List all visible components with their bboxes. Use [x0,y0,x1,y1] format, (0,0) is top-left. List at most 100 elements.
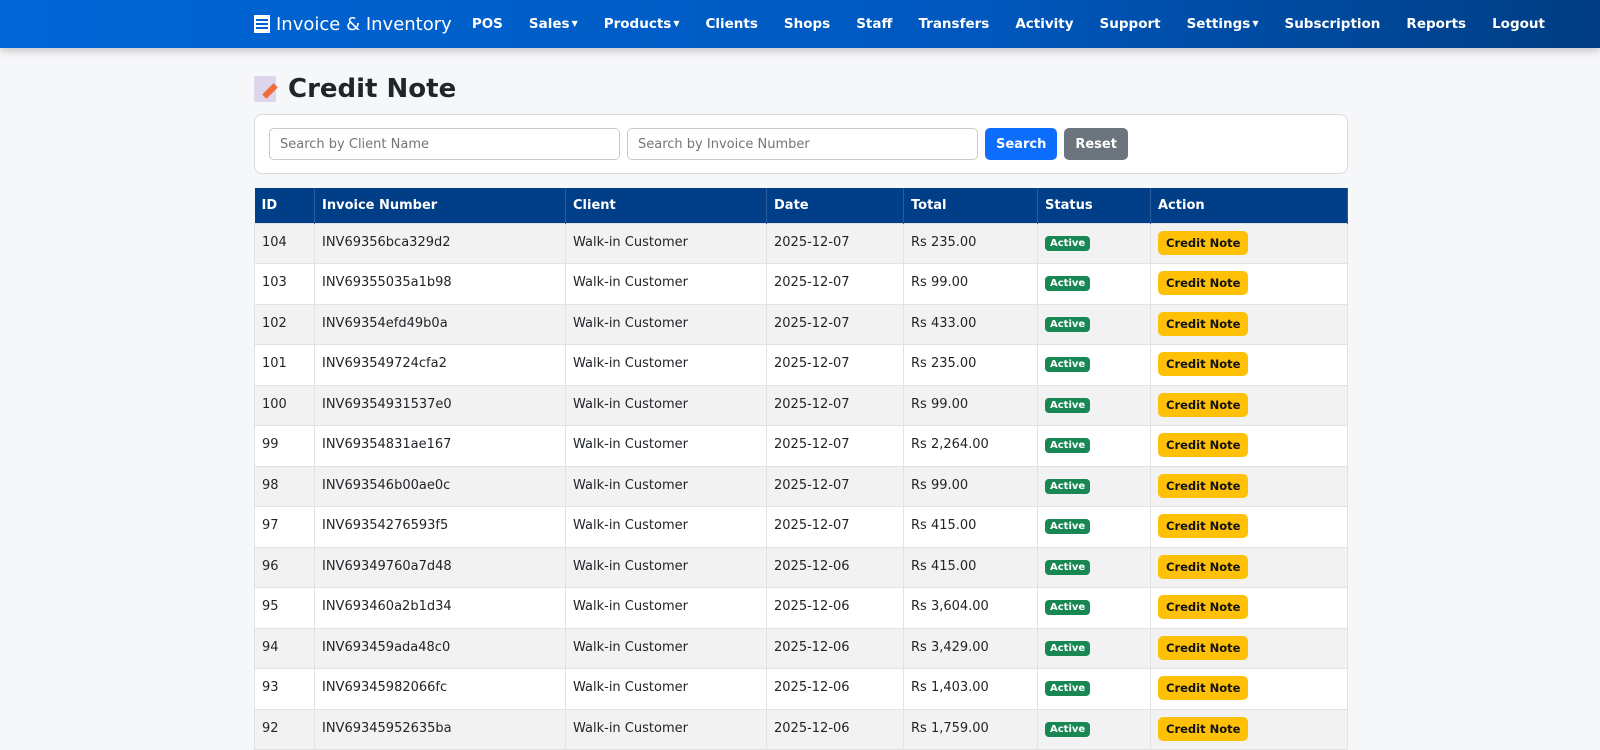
credit-note-button[interactable]: Credit Note [1158,514,1249,538]
credit-note-button[interactable]: Credit Note [1158,473,1249,498]
nav-label: Staff [856,16,893,32]
date-cell: 2025-12-06 [766,587,904,629]
invoice-number-cell: INV693459ada48c0 [314,627,566,669]
table-row: 92 INV69345952635ba Walk-in Customer 2025-1… [254,708,1348,750]
credit-note-button[interactable]: Credit Note [1158,392,1249,417]
brand[interactable]: Invoice & Inventory [254,14,452,35]
credit-note-button[interactable]: Credit Note [1158,311,1249,336]
navbar: Invoice & Inventory POS Sales ▼ Products ▼ Cl… [0,0,1600,48]
date-cell: 2025-12-07 [766,263,904,305]
status-badge: Active [1045,397,1091,413]
id-cell: 98 [254,465,315,507]
status-cell: Active [1037,425,1151,467]
status-cell: Active [1037,668,1151,710]
credit-note-button[interactable]: Credit Note [1158,230,1249,255]
date-cell: 2025-12-07 [766,303,904,345]
nav-pos[interactable]: POS [472,16,503,32]
status-badge: Active [1045,235,1091,251]
nav-clients[interactable]: Clients [705,16,757,32]
credit-note-button[interactable]: Credit Note [1158,635,1249,660]
credit-note-button[interactable]: Credit Note [1158,716,1249,741]
table-row: 97 INV69354276593f5 Walk-in Customer 2025-1… [254,506,1348,548]
nav-reports[interactable]: Reports [1406,16,1466,32]
client-name-search-input[interactable] [269,128,620,160]
client-cell: Walk-in Customer [565,668,767,710]
invoice-number-cell: INV69354efd49b0a [314,303,566,345]
reset-button[interactable]: Reset [1064,128,1128,160]
date-cell: 2025-12-06 [766,668,904,710]
invoice-number-search-input[interactable] [627,128,978,160]
status-badge: Active [1045,438,1091,453]
total-cell: Rs 415.00 [903,546,1038,588]
id-cell: 95 [254,587,315,629]
nav-logout[interactable]: Logout [1492,16,1545,32]
page-title-text: Credit Note [288,74,457,104]
client-cell: Walk-in Customer [565,263,767,305]
status-cell: Active [1037,344,1151,386]
action-cell: Credit Note [1150,303,1348,345]
column-header: Status [1037,188,1151,223]
column-header: Total [903,188,1038,223]
search-card: Search Reset [254,114,1348,174]
nav-staff[interactable]: Staff [856,16,892,32]
client-cell: Walk-in Customer [565,627,767,669]
credit-note-button[interactable]: Credit Note [1158,595,1249,619]
nav-label: Shops [783,16,831,32]
invoice-number-cell: INV693546b00ae0c [314,465,566,507]
invoice-number-cell: INV69349760a7d48 [314,546,566,588]
credit-note-button[interactable]: Credit Note [1158,352,1249,376]
total-cell: Rs 99.00 [903,465,1038,507]
table-row: 100 INV69354931537e0 Walk-in Customer 2025-… [254,384,1348,426]
credit-note-button[interactable]: Credit Note [1158,554,1249,579]
action-cell: Credit Note [1150,627,1348,669]
status-cell: Active [1037,587,1151,629]
page-title: Credit Note [254,70,1348,108]
client-cell: Walk-in Customer [565,587,767,629]
caret-down-icon: ▼ [673,19,680,28]
column-header: ID [254,188,315,223]
nav-settings[interactable]: Settings ▼ [1187,16,1259,32]
nav-activity[interactable]: Activity [1015,16,1073,32]
status-cell: Active [1037,465,1151,507]
nav-label: Logout [1492,16,1545,32]
table-row: 104 INV69356bca329d2 Walk-in Customer 2025-… [254,222,1348,264]
status-badge: Active [1045,519,1091,534]
date-cell: 2025-12-07 [766,344,904,386]
nav-label: Settings [1186,16,1251,32]
invoice-number-cell: INV69356bca329d2 [314,222,566,264]
total-cell: Rs 3,429.00 [903,627,1038,669]
id-cell: 102 [254,303,315,345]
total-cell: Rs 2,264.00 [903,425,1038,467]
nav-shops[interactable]: Shops [784,16,830,32]
table-row: 96 INV69349760a7d48 Walk-in Customer 2025-1… [254,546,1348,588]
nav-sales[interactable]: Sales ▼ [529,16,578,32]
nav-label: Transfers [918,16,990,32]
nav-label: Sales [528,16,570,32]
column-header: Invoice Number [314,188,566,223]
nav-transfers[interactable]: Transfers [918,16,989,32]
credit-note-button[interactable]: Credit Note [1158,676,1249,700]
id-cell: 103 [254,263,315,305]
date-cell: 2025-12-07 [766,425,904,467]
id-cell: 97 [254,506,315,548]
nav-subscription[interactable]: Subscription [1284,16,1380,32]
invoice-number-cell: INV693549724cfa2 [314,344,566,386]
client-cell: Walk-in Customer [565,344,767,386]
caret-down-icon: ▼ [571,19,578,28]
action-cell: Credit Note [1150,587,1348,629]
memo-icon [254,76,276,102]
action-cell: Credit Note [1150,506,1348,548]
nav-support[interactable]: Support [1100,16,1161,32]
nav-products[interactable]: Products ▼ [604,16,680,32]
table-row: 93 INV69345982066fc Walk-in Customer 2025-1… [254,668,1348,710]
nav-label: Subscription [1284,16,1381,32]
date-cell: 2025-12-07 [766,384,904,426]
status-badge: Active [1045,357,1091,372]
credit-note-button[interactable]: Credit Note [1158,433,1249,457]
search-button[interactable]: Search [985,128,1058,160]
total-cell: Rs 433.00 [903,303,1038,345]
credit-note-button[interactable]: Credit Note [1158,271,1249,295]
column-header: Client [565,188,767,223]
action-cell: Credit Note [1150,546,1348,588]
status-cell: Active [1037,263,1151,305]
